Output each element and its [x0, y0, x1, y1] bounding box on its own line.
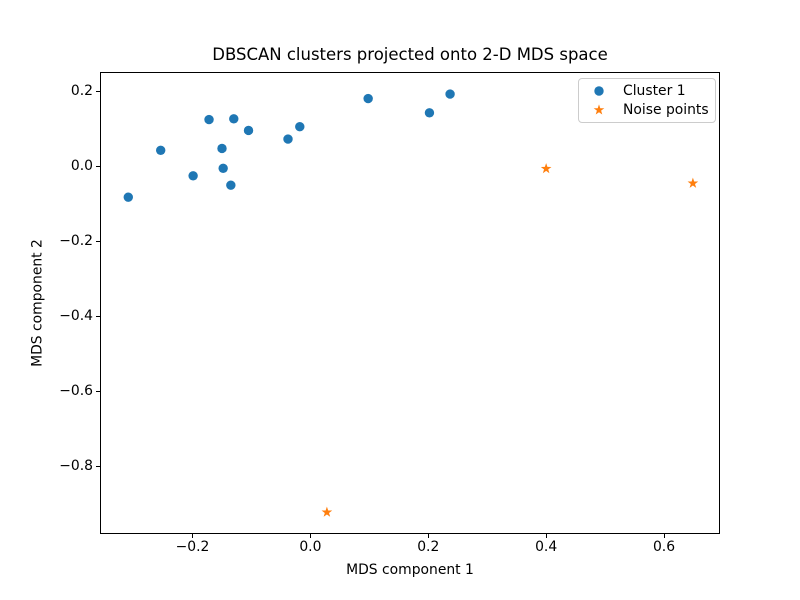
legend-item-label: Noise points: [623, 102, 709, 119]
plot-area: [100, 72, 720, 534]
x-tick-mark: [663, 534, 665, 538]
x-tick-label: 0.0: [299, 539, 322, 555]
y-axis-label: MDS component 2: [29, 239, 46, 367]
x-tick-mark: [545, 534, 547, 538]
y-tick-mark: [96, 91, 100, 93]
scatter-point-cluster-1: [283, 134, 293, 144]
y-tick-label: −0.2: [59, 233, 93, 250]
scatter-point-cluster-1: [204, 114, 214, 125]
scatter-point-cluster-1: [243, 125, 254, 136]
scatter-point-noise: [540, 163, 552, 174]
scatter-point-cluster-1: [156, 145, 166, 156]
x-tick-label: −0.2: [175, 539, 210, 555]
scatter-point-cluster-1: [295, 122, 305, 132]
x-tick-mark: [427, 534, 429, 538]
scatter-point-noise: [321, 506, 333, 517]
scatter-point-cluster-1: [217, 143, 227, 154]
y-tick-mark: [96, 466, 100, 468]
scatter-point-noise: [687, 177, 699, 188]
y-tick-label: −0.4: [59, 308, 93, 325]
x-tick-mark: [192, 534, 194, 538]
scatter-point-cluster-1: [229, 114, 239, 124]
scatter-point-cluster-1: [123, 192, 133, 202]
y-tick-label: 0.2: [70, 83, 93, 100]
scatter-point-cluster-1: [445, 89, 455, 99]
legend-circle-icon: [587, 83, 611, 99]
legend: Cluster 1 Noise points: [578, 78, 716, 123]
scatter-plot: [123, 89, 699, 517]
scatter-point-cluster-1: [424, 108, 435, 118]
y-tick-mark: [96, 166, 100, 168]
legend-item: Noise points: [587, 102, 715, 118]
scatter-point-cluster-1: [218, 163, 228, 173]
y-tick-label: −0.6: [59, 383, 93, 400]
y-tick-label: 0.0: [70, 158, 93, 175]
y-tick-mark: [96, 391, 100, 393]
scatter-point-cluster-1: [188, 171, 198, 181]
x-tick-label: 0.4: [535, 539, 558, 555]
x-tick-label: 0.2: [417, 539, 440, 555]
legend-star-icon: [587, 102, 611, 118]
x-tick-label: 0.6: [652, 539, 676, 555]
scatter-point-cluster-1: [226, 180, 236, 190]
x-tick-mark: [309, 534, 311, 538]
y-tick-mark: [96, 241, 100, 243]
y-tick-mark: [96, 316, 100, 318]
legend-item: Cluster 1: [587, 83, 715, 99]
chart-title: DBSCAN clusters projected onto 2-D MDS s…: [212, 45, 608, 64]
legend-item-label: Cluster 1: [623, 82, 686, 99]
x-axis-label: MDS component 1: [346, 562, 474, 578]
y-tick-label: −0.8: [59, 458, 93, 475]
scatter-point-cluster-1: [363, 93, 373, 104]
